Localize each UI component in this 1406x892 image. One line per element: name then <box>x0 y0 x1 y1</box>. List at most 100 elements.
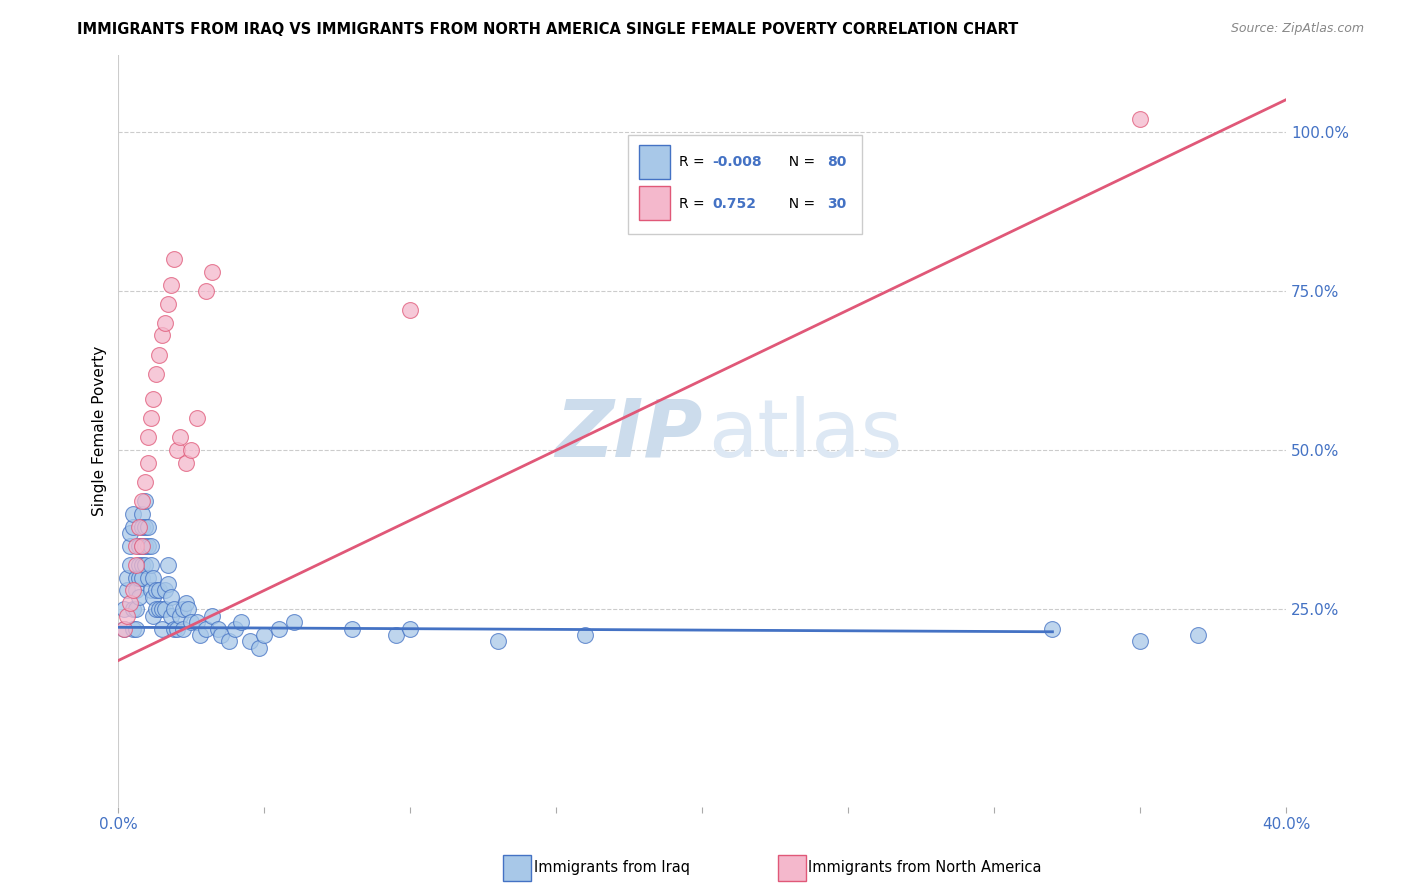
Point <box>229 615 252 630</box>
Point <box>1129 634 1152 648</box>
Point <box>399 622 422 636</box>
Point <box>139 558 162 572</box>
Point <box>134 494 156 508</box>
Point <box>166 622 188 636</box>
Point <box>163 622 186 636</box>
Text: IMMIGRANTS FROM IRAQ VS IMMIGRANTS FROM NORTH AMERICA SINGLE FEMALE POVERTY CORR: IMMIGRANTS FROM IRAQ VS IMMIGRANTS FROM … <box>77 22 1018 37</box>
Point <box>142 392 165 407</box>
Point <box>195 284 218 298</box>
Point <box>139 411 162 425</box>
Point <box>172 622 194 636</box>
Point <box>224 622 246 636</box>
Point <box>136 430 159 444</box>
Point <box>134 558 156 572</box>
Point <box>120 539 142 553</box>
Point <box>134 475 156 489</box>
Point <box>112 602 135 616</box>
Text: 30: 30 <box>828 197 846 211</box>
Point <box>163 602 186 616</box>
Point <box>153 316 176 330</box>
Point <box>131 571 153 585</box>
Point <box>340 622 363 636</box>
Point <box>128 539 150 553</box>
Point <box>384 628 406 642</box>
Point <box>157 558 180 572</box>
Point <box>150 622 173 636</box>
Text: 0.752: 0.752 <box>713 197 756 211</box>
Point <box>134 519 156 533</box>
Point <box>195 622 218 636</box>
Point <box>134 539 156 553</box>
Point <box>145 583 167 598</box>
Point <box>150 328 173 343</box>
Point <box>1129 112 1152 126</box>
Point <box>253 628 276 642</box>
Point <box>148 348 170 362</box>
Point <box>166 443 188 458</box>
Text: Immigrants from Iraq: Immigrants from Iraq <box>534 861 690 875</box>
Point <box>186 615 208 630</box>
Point <box>139 539 162 553</box>
Point <box>125 602 148 616</box>
Point <box>209 628 232 642</box>
Point <box>169 608 191 623</box>
Point <box>122 602 145 616</box>
Text: R =: R = <box>679 197 709 211</box>
Point <box>120 526 142 541</box>
Point <box>180 443 202 458</box>
Point <box>148 602 170 616</box>
Point <box>160 608 183 623</box>
Y-axis label: Single Female Poverty: Single Female Poverty <box>93 346 107 516</box>
Text: Source: ZipAtlas.com: Source: ZipAtlas.com <box>1230 22 1364 36</box>
Point <box>150 602 173 616</box>
Point <box>574 628 596 642</box>
Point <box>131 519 153 533</box>
Point <box>174 456 197 470</box>
Point <box>125 558 148 572</box>
Point <box>163 252 186 266</box>
Point <box>148 583 170 598</box>
Text: N =: N = <box>780 197 820 211</box>
Point <box>174 596 197 610</box>
Point <box>131 558 153 572</box>
Point <box>201 608 224 623</box>
Point <box>128 519 150 533</box>
Point <box>125 571 148 585</box>
Point <box>157 296 180 310</box>
Point <box>399 303 422 318</box>
Point <box>486 634 509 648</box>
Point <box>112 622 135 636</box>
Point <box>1187 628 1209 642</box>
Point <box>122 507 145 521</box>
Point <box>131 494 153 508</box>
Point <box>247 640 270 655</box>
Point <box>122 622 145 636</box>
Point <box>136 571 159 585</box>
Point <box>145 367 167 381</box>
Text: N =: N = <box>780 155 820 169</box>
Point <box>125 622 148 636</box>
Point <box>283 615 305 630</box>
Point <box>122 583 145 598</box>
Text: R =: R = <box>679 155 709 169</box>
Point <box>142 571 165 585</box>
Text: Immigrants from North America: Immigrants from North America <box>808 861 1042 875</box>
Point <box>172 602 194 616</box>
Text: -0.008: -0.008 <box>713 155 762 169</box>
Point <box>142 590 165 604</box>
Point <box>157 577 180 591</box>
Point <box>122 519 145 533</box>
Point <box>128 590 150 604</box>
Point <box>131 539 153 553</box>
Point <box>207 622 229 636</box>
Text: atlas: atlas <box>709 396 903 474</box>
Point <box>128 571 150 585</box>
Point <box>267 622 290 636</box>
Point <box>160 277 183 292</box>
Point <box>1042 622 1064 636</box>
Point <box>136 519 159 533</box>
Point <box>153 583 176 598</box>
Point <box>218 634 240 648</box>
Point <box>180 615 202 630</box>
Point <box>239 634 262 648</box>
